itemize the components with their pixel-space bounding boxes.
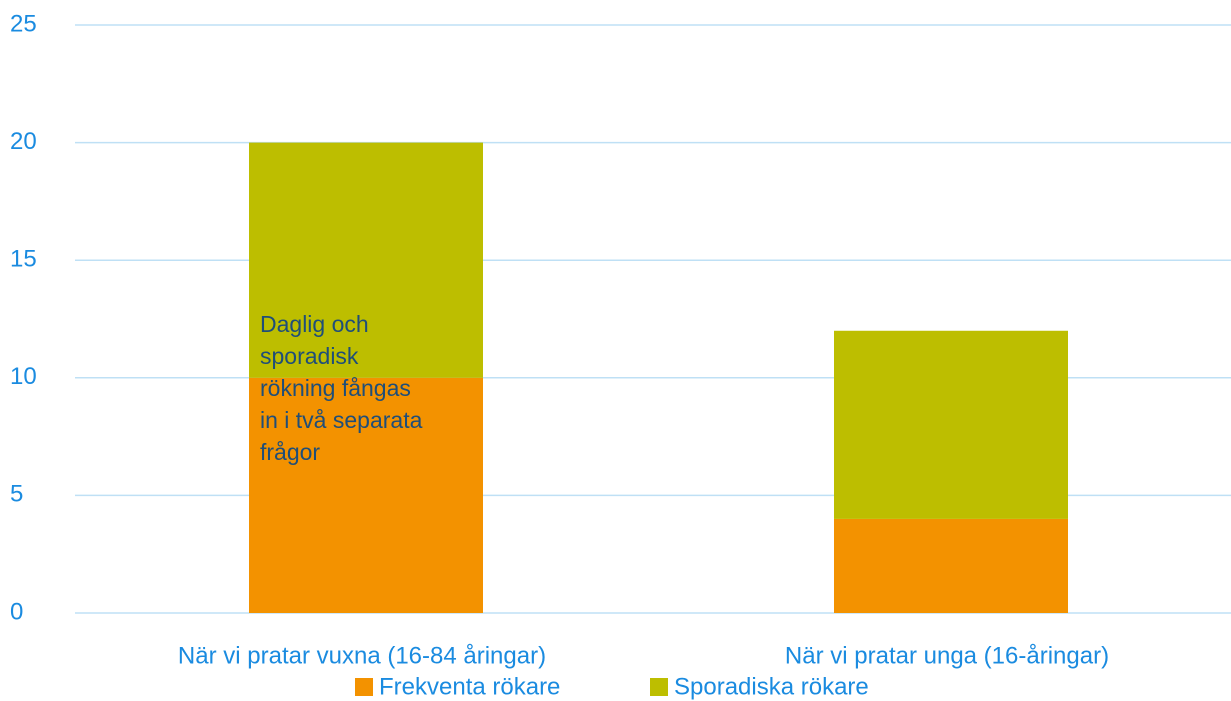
annotation: frågor bbox=[260, 439, 320, 465]
annotation: in i två separata bbox=[260, 407, 423, 433]
y-tick-label: 15 bbox=[10, 246, 37, 273]
annotation: Daglig och bbox=[260, 311, 369, 337]
annotation: rökning fångas bbox=[260, 375, 411, 401]
annotation: sporadisk bbox=[260, 343, 359, 369]
bar-segment bbox=[249, 142, 483, 378]
y-tick-label: 25 bbox=[10, 10, 37, 37]
legend-swatch bbox=[355, 678, 373, 696]
bar-segment bbox=[834, 518, 1068, 613]
x-tick-label: När vi pratar vuxna (16-84 åringar) bbox=[178, 642, 546, 669]
y-tick-label: 20 bbox=[10, 128, 37, 155]
legend-swatch bbox=[650, 678, 668, 696]
bar-segment bbox=[834, 330, 1068, 519]
legend-label: Frekventa rökare bbox=[379, 673, 560, 700]
y-tick-label: 0 bbox=[10, 598, 23, 625]
y-tick-label: 10 bbox=[10, 363, 37, 390]
x-tick-label: När vi pratar unga (16-åringar) bbox=[785, 642, 1109, 669]
bar-segment bbox=[249, 377, 483, 613]
y-tick-label: 5 bbox=[10, 481, 23, 508]
legend-label: Sporadiska rökare bbox=[674, 673, 869, 700]
